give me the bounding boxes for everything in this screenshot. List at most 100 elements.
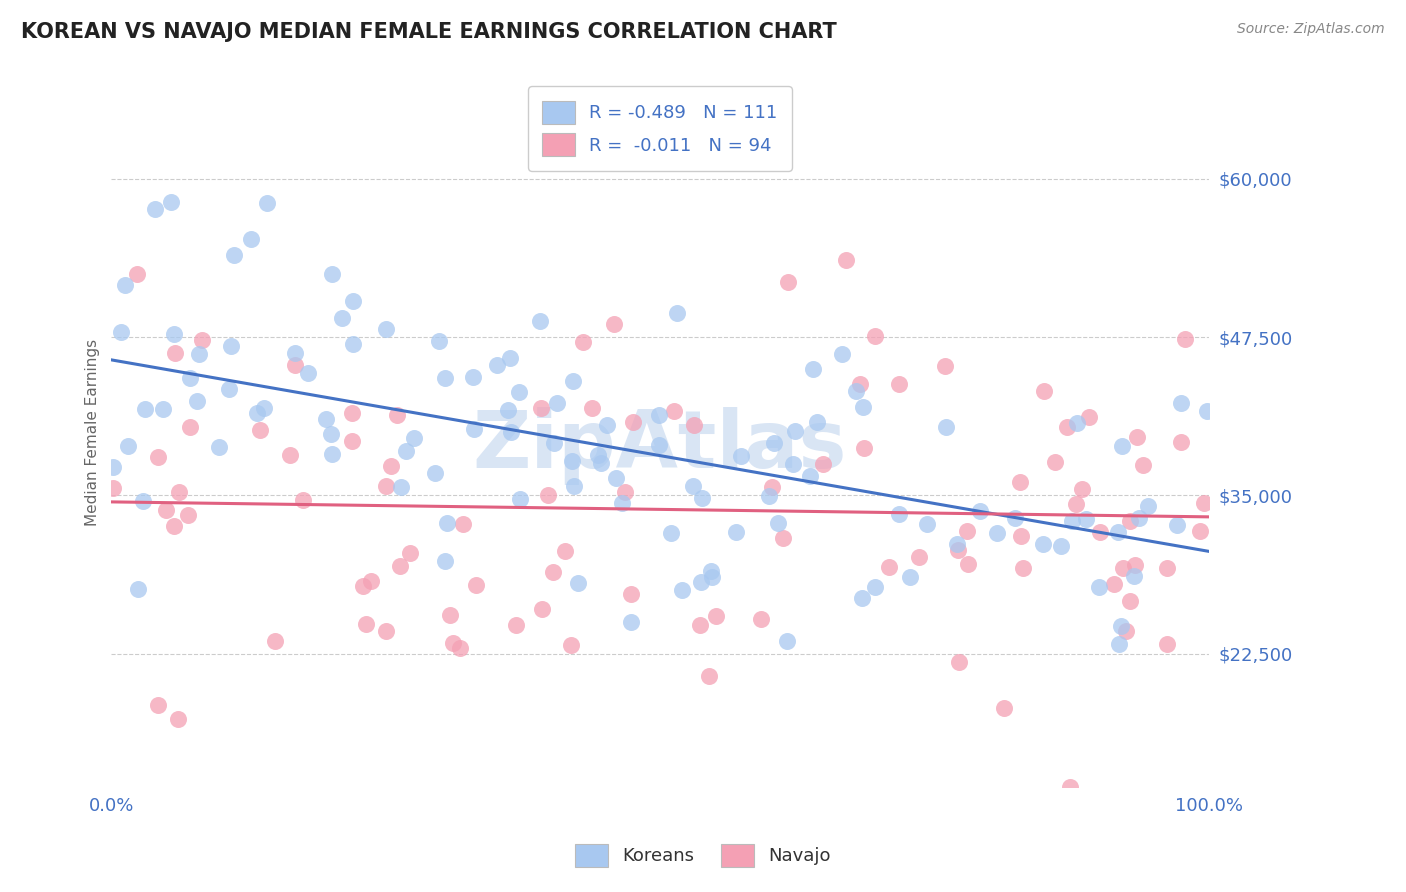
Point [682,418,704,433]
Point [853,442,876,456]
Point [969,504,991,518]
Text: KOREAN VS NAVAJO MEDIAN FEMALE EARNINGS CORRELATION CHART: KOREAN VS NAVAJO MEDIAN FEMALE EARNINGS … [21,22,837,42]
Point [375,479,398,493]
Point [948,543,970,558]
Point [176,508,198,522]
Point [546,396,568,410]
Point [801,362,824,376]
Point [877,560,900,574]
Point [1066,417,1088,431]
Point [179,371,201,385]
Point [1174,332,1197,346]
Point [986,526,1008,541]
Point [662,404,685,418]
Point [946,537,969,551]
Point [605,471,627,485]
Point [385,409,408,423]
Point [554,543,576,558]
Point [208,440,231,454]
Point [315,412,337,426]
Point [453,516,475,531]
Point [436,516,458,531]
Point [395,444,418,458]
Point [948,656,970,670]
Y-axis label: Median Female Earnings: Median Female Earnings [86,339,100,525]
Point [1156,561,1178,575]
Point [127,267,149,281]
Point [1123,569,1146,583]
Point [186,393,208,408]
Point [284,358,307,372]
Point [772,531,794,545]
Point [1119,594,1142,608]
Point [758,489,780,503]
Point [835,252,858,267]
Point [191,333,214,347]
Point [620,615,643,629]
Point [768,516,790,530]
Point [127,582,149,596]
Point [603,317,626,331]
Point [724,525,747,540]
Point [851,591,873,606]
Point [1064,497,1087,511]
Point [993,700,1015,714]
Point [1087,580,1109,594]
Point [1137,500,1160,514]
Point [152,402,174,417]
Point [596,418,619,433]
Point [908,549,931,564]
Point [1188,524,1211,538]
Point [319,426,342,441]
Point [529,314,551,328]
Point [240,232,263,246]
Point [425,466,447,480]
Point [648,438,671,452]
Point [449,640,471,655]
Legend: Koreans, Navajo: Koreans, Navajo [568,837,838,874]
Point [321,267,343,281]
Point [560,638,582,652]
Point [956,524,979,538]
Point [342,294,364,309]
Point [441,636,464,650]
Point [1088,524,1111,539]
Point [530,401,553,415]
Point [1170,396,1192,410]
Point [1128,511,1150,525]
Point [666,306,689,320]
Point [1195,403,1218,417]
Point [160,195,183,210]
Point [374,322,396,336]
Point [399,546,422,560]
Point [332,311,354,326]
Point [1033,384,1056,398]
Point [246,406,269,420]
Point [342,434,364,448]
Point [543,436,565,450]
Point [1056,419,1078,434]
Point [762,435,785,450]
Point [143,202,166,216]
Point [1132,458,1154,472]
Point [889,377,911,392]
Point [1119,514,1142,528]
Point [1166,518,1188,533]
Point [749,612,772,626]
Point [915,516,938,531]
Point [1010,529,1032,543]
Point [1156,637,1178,651]
Point [567,575,589,590]
Point [898,570,921,584]
Point [620,587,643,601]
Point [117,439,139,453]
Point [1011,561,1033,575]
Point [380,458,402,473]
Point [648,408,671,422]
Point [132,493,155,508]
Point [375,624,398,639]
Point [851,400,873,414]
Point [697,669,720,683]
Point [1123,558,1146,573]
Point [1004,510,1026,524]
